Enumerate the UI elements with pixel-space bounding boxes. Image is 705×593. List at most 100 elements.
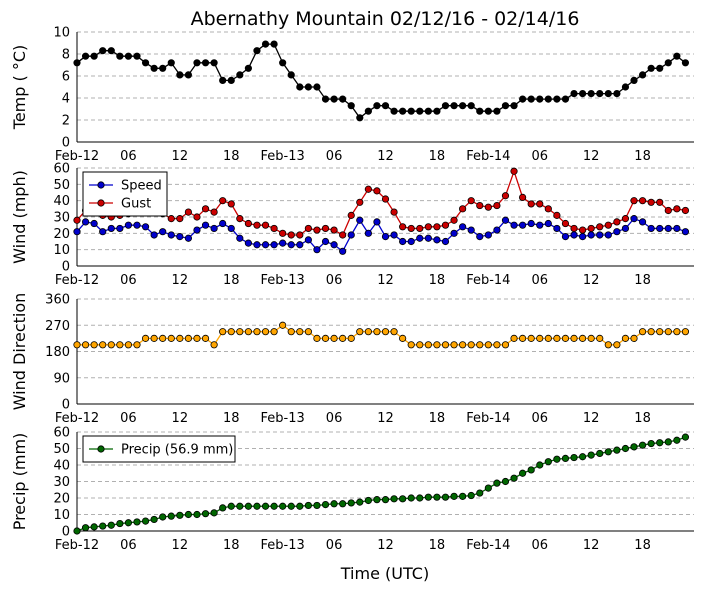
data-point (578, 90, 587, 98)
x-tick-label: 12 (583, 149, 600, 164)
y-tick-label: 270 (45, 319, 70, 334)
data-point (501, 216, 510, 224)
x-tick-label: 06 (326, 273, 343, 288)
data-point (356, 198, 364, 206)
x-tick-label: Feb-14 (466, 411, 510, 426)
data-point (73, 59, 81, 67)
data-point (261, 241, 270, 249)
data-point (673, 52, 681, 60)
panel-0: 0 2 4 6 8 10 Feb-12 06 12 18 Feb-13 06 12 18 Feb-14 06 1… (10, 26, 694, 164)
data-point (124, 221, 133, 229)
data-point (159, 228, 167, 236)
y-tick-label: 10 (53, 508, 70, 523)
legend-marker (97, 199, 105, 207)
data-point (459, 205, 467, 213)
panel-2: 0 90 180 270 360 Feb-12 06 12 18 Feb-13 06 12 18 Feb-… (10, 293, 694, 426)
data-point (124, 519, 133, 527)
data-point (261, 502, 270, 510)
data-point (441, 237, 450, 246)
data-point (107, 47, 115, 55)
x-tick-label: 06 (531, 149, 548, 164)
data-point (596, 90, 604, 98)
x-tick-label: 06 (120, 149, 137, 164)
data-point (193, 510, 201, 519)
y-tick-label: 0 (62, 136, 70, 151)
data-point (467, 341, 475, 349)
data-point (527, 334, 535, 342)
data-point (561, 334, 570, 342)
data-point (261, 221, 270, 229)
data-point (553, 211, 561, 219)
data-point (476, 107, 484, 115)
x-tick-label: 18 (634, 273, 651, 288)
data-point (236, 234, 244, 242)
y-tick-label: 30 (53, 211, 70, 226)
x-tick-label: Feb-13 (261, 149, 305, 164)
data-point (510, 334, 518, 342)
data-point (647, 198, 655, 206)
data-point (613, 446, 621, 454)
data-point (227, 76, 235, 85)
data-point (304, 224, 312, 233)
data-point (279, 502, 287, 510)
legend-label: Precip (56.9 mm) (121, 443, 233, 458)
data-point (313, 226, 321, 234)
data-point (424, 493, 432, 501)
x-tick-label: 18 (429, 273, 446, 288)
data-point (364, 229, 372, 237)
data-point (390, 328, 398, 336)
data-point (270, 224, 278, 233)
data-point (587, 451, 595, 459)
data-point (570, 231, 578, 239)
data-point (107, 341, 115, 349)
data-point (561, 454, 570, 462)
x-tick-label: 18 (634, 411, 651, 426)
data-point (519, 95, 527, 103)
data-point (484, 107, 492, 115)
data-point (176, 233, 184, 241)
x-tick-label: 12 (583, 273, 600, 288)
data-point (210, 224, 218, 233)
data-point (467, 226, 475, 234)
data-point (236, 215, 244, 223)
data-point (304, 501, 312, 510)
x-tick-label: 18 (223, 273, 240, 288)
data-point (339, 231, 347, 239)
data-point (613, 90, 621, 98)
legend-label: Gust (121, 197, 151, 212)
data-point (647, 64, 655, 72)
data-point (124, 341, 133, 349)
data-point (193, 334, 201, 342)
x-tick-label: Feb-14 (466, 273, 510, 288)
data-point (347, 334, 355, 342)
x-tick-label: 18 (223, 149, 240, 164)
data-point (604, 90, 612, 98)
data-point (219, 76, 227, 85)
data-point (673, 436, 681, 444)
data-point (613, 341, 621, 349)
x-tick-label: 12 (377, 149, 394, 164)
data-point (493, 226, 501, 234)
data-point (544, 458, 552, 466)
data-point (604, 448, 612, 456)
data-point (159, 64, 167, 72)
data-point (656, 439, 664, 447)
data-point (664, 206, 672, 215)
data-point (287, 328, 295, 336)
data-point (210, 208, 218, 216)
data-point (416, 224, 424, 233)
x-tick-label: 12 (583, 411, 600, 426)
data-point (527, 466, 535, 474)
series-direction (73, 321, 690, 349)
data-point (390, 208, 398, 216)
data-point (116, 519, 124, 528)
data-point (184, 510, 193, 519)
data-point (638, 441, 647, 449)
series-temp (73, 40, 690, 122)
series-line (76, 43, 686, 119)
x-tick-label: Feb-12 (55, 273, 99, 288)
data-point (244, 219, 252, 228)
data-point (381, 102, 390, 110)
data-point (621, 444, 630, 453)
data-point (484, 231, 492, 239)
